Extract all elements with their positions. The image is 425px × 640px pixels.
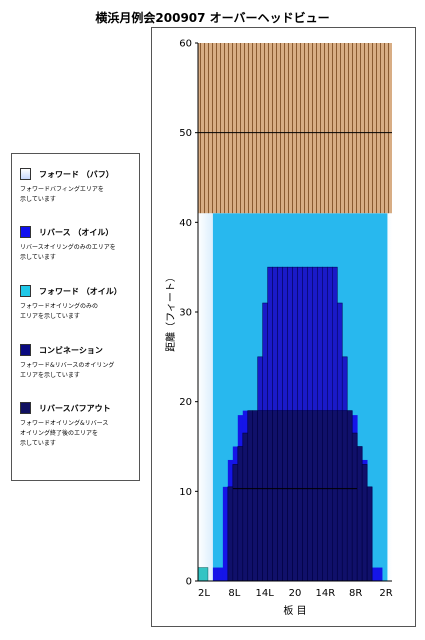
reverse-buffout-column: [361, 464, 368, 582]
reverse-buffout-column: [247, 410, 254, 582]
y-tick-label: 20: [179, 397, 192, 408]
y-tick-label: 0: [186, 577, 192, 588]
y-tick-label: 40: [179, 218, 192, 229]
x-tick-label: 2L: [198, 588, 210, 599]
reverse-buffout-column: [322, 410, 328, 582]
lane-heatmap: 0 10 20 30 40 50 60 2L 8L 14L 20 14R 8R 2R 板 目 距離（フィート）: [164, 39, 393, 618]
reverse-buffout-column: [317, 410, 323, 582]
reverse-buffout-column: [312, 410, 318, 582]
forward-oil-column: [362, 213, 368, 581]
x-tick-label: 14L: [256, 588, 275, 599]
reverse-buffout-column: [287, 410, 293, 582]
reverse-buffout-column: [272, 410, 278, 582]
forward-oil-column: [232, 213, 239, 581]
forward-oil-column: [382, 213, 388, 581]
reverse-buffout-column: [336, 410, 343, 582]
reverse-buffout-column: [252, 410, 258, 582]
reverse-buffout-column: [242, 432, 249, 582]
legend-swatch-reverse-buffout: [20, 402, 31, 414]
reverse-buffout-column: [237, 446, 244, 582]
legend-desc: フォワード&リバースのオイリング エリアを示しています: [20, 362, 115, 379]
legend-desc: リバースオイリングのみのエリアを 示しています: [20, 244, 116, 261]
reverse-buffout-column: [227, 486, 234, 582]
forward-oil-column: [242, 213, 249, 581]
reverse-oil-column: [377, 567, 383, 581]
reverse-oil-column: [212, 567, 219, 581]
lane-wood-area: [198, 43, 392, 214]
forward-oil-column: [347, 213, 353, 581]
y-tick-label: 30: [179, 308, 192, 319]
forward-oil-column: [212, 213, 219, 581]
y-tick-label: 50: [179, 128, 192, 139]
legend-label: リバース （オイル）: [39, 227, 114, 237]
legend-desc: フォワードオイリングのみの エリアを示しています: [20, 303, 99, 320]
reverse-buffout-column: [292, 410, 298, 582]
legend-item-forward-oil: フォワード （オイル） フォワードオイリングのみの エリアを示しています: [20, 285, 138, 322]
legend-swatch-forward-oil: [20, 285, 31, 297]
plot-frame: 0 10 20 30 40 50 60 2L 8L 14L 20 14R 8R 2R 板 目 距離（フィート）: [151, 27, 416, 627]
corner-mark: [197, 567, 209, 582]
legend-item-reverse-buffout: リバースバフアウト フォワードオイリング&リバース オイリング終了後のエリアを …: [20, 402, 138, 449]
reverse-buffout-column: [302, 410, 308, 582]
forward-oil-column: [217, 213, 224, 581]
x-tick-label: 8R: [349, 588, 362, 599]
legend-desc: フォワードバフィングエリアを 示しています: [20, 186, 104, 203]
reverse-buffout-column: [307, 410, 313, 582]
forward-oil-column: [222, 213, 229, 581]
x-tick-label: 8L: [228, 588, 240, 599]
forward-oil-column: [247, 213, 254, 581]
legend: フォワード （バフ） フォワードバフィングエリアを 示しています リバース （オ…: [11, 153, 140, 481]
reverse-buffout-column: [262, 410, 268, 582]
legend-label: リバースバフアウト: [39, 403, 111, 413]
legend-item-combination: コンビネーション フォワード&リバースのオイリング エリアを示しています: [20, 344, 138, 381]
forward-oil-column: [352, 213, 358, 581]
reverse-buffout-column: [366, 486, 373, 582]
reverse-buffout-column: [282, 410, 288, 582]
legend-label: コンビネーション: [39, 345, 103, 355]
legend-label: フォワード （オイル）: [39, 286, 122, 296]
forward-oil-column: [252, 213, 259, 581]
legend-label: フォワード （バフ）: [39, 169, 114, 179]
x-tick-label: 2R: [379, 588, 392, 599]
reverse-buffout-column: [341, 410, 348, 582]
reverse-buffout-column: [277, 410, 283, 582]
reverse-buffout-column: [257, 410, 263, 582]
legend-desc: フォワードオイリング&リバース オイリング終了後のエリアを 示しています: [20, 420, 109, 447]
forward-oil-column: [237, 213, 244, 581]
reverse-oil-column: [217, 567, 224, 581]
reverse-buffout-column: [232, 464, 239, 582]
forward-oil-column: [227, 213, 234, 581]
x-tick-label: 20: [289, 588, 302, 599]
legend-item-forward-buff: フォワード （バフ） フォワードバフィングエリアを 示しています: [20, 168, 138, 205]
reverse-buffout-column: [332, 410, 338, 582]
forward-oil-column: [372, 213, 378, 581]
reverse-oil-column: [372, 567, 378, 581]
reverse-buffout-column: [356, 446, 363, 582]
x-tick-label: 14R: [315, 588, 335, 599]
forward-oil-column: [367, 213, 373, 581]
reverse-oil-column: [222, 486, 229, 581]
y-tick-label: 60: [179, 39, 192, 50]
reverse-buffout-column: [327, 410, 333, 582]
legend-swatch-combination: [20, 344, 31, 356]
legend-swatch-reverse-oil: [20, 226, 31, 238]
reverse-buffout-column: [351, 432, 358, 582]
y-tick-label: 10: [179, 487, 192, 498]
reverse-buffout-column: [346, 410, 353, 582]
y-axis-label: 距離（フィート）: [164, 272, 177, 352]
x-axis-label: 板 目: [283, 604, 306, 617]
chart-title: 横浜月例会200907 オーバーヘッドビュー: [95, 11, 330, 25]
reverse-buffout-column: [297, 410, 303, 582]
forward-oil-column: [377, 213, 383, 581]
forward-oil-column: [357, 213, 363, 581]
legend-swatch-forward-buff: [20, 168, 31, 180]
reverse-buffout-column: [267, 410, 273, 582]
legend-item-reverse-oil: リバース （オイル） リバースオイリングのみのエリアを 示しています: [20, 226, 138, 263]
